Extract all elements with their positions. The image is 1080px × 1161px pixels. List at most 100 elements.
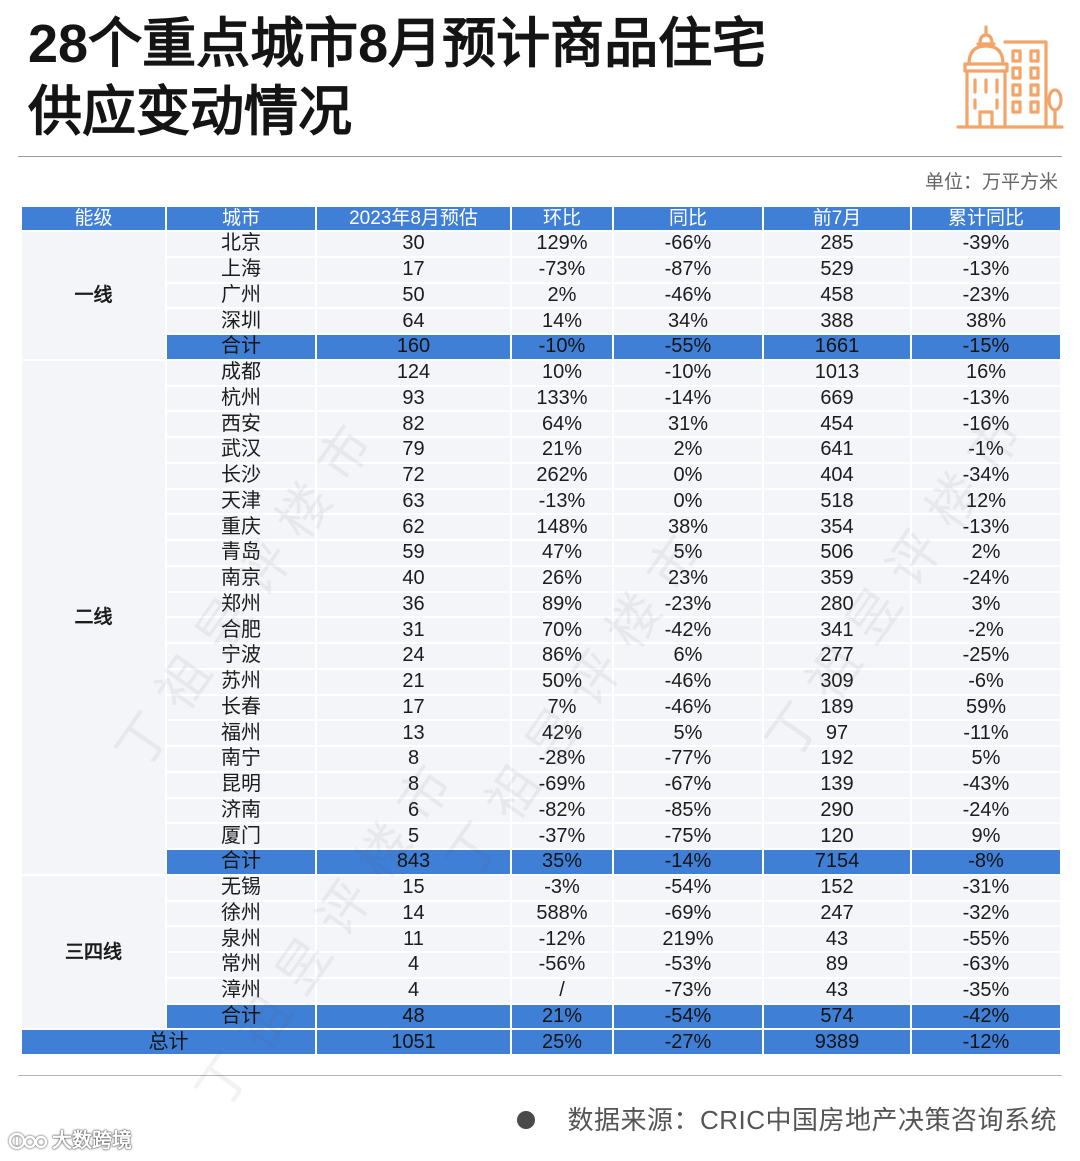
cell-yoy: -75%: [612, 822, 764, 850]
cell-aug-2023-estimate: 82: [315, 410, 512, 438]
cell-cumulative-yoy: -13%: [910, 255, 1062, 284]
cell-yoy: -73%: [612, 976, 764, 1005]
page-title: 28个重点城市8月预计商品住宅 供应变动情况: [28, 10, 766, 146]
cell-city: 福州: [165, 719, 317, 747]
cell-city: 昆明: [165, 770, 317, 799]
cell-mom: -28%: [510, 745, 614, 773]
cell-cumulative-yoy: -1%: [910, 436, 1062, 464]
cell-aug-2023-estimate: 24: [315, 642, 512, 670]
cell-city: 重庆: [165, 513, 317, 541]
subtotal-cumulative-yoy: -42%: [910, 1002, 1062, 1031]
cell-first-7-months: 189: [762, 693, 912, 722]
cell-aug-2023-estimate: 64: [315, 307, 512, 335]
cell-yoy: -69%: [612, 899, 764, 928]
cell-aug-2023-estimate: 79: [315, 436, 512, 464]
cell-first-7-months: 518: [762, 487, 912, 516]
cell-first-7-months: 1013: [762, 358, 912, 387]
cell-mom: 89%: [510, 590, 614, 619]
cell-city: 长沙: [165, 461, 317, 490]
office-building-shape: [1003, 40, 1048, 129]
cell-city: 漳州: [165, 976, 317, 1005]
cell-aug-2023-estimate: 17: [315, 255, 512, 284]
cell-mom: 148%: [510, 513, 614, 541]
subtotal-row: 合计 160 -10% -55% 1661 -15%: [21, 333, 1062, 361]
cell-yoy: 23%: [612, 564, 764, 593]
table-row: 苏州 21 50% -46% 309 -6%: [21, 667, 1062, 696]
column-header-tier: 能级: [20, 205, 167, 232]
cell-cumulative-yoy: -55%: [910, 925, 1062, 953]
table-row: 青岛 59 47% 5% 506 2%: [21, 539, 1062, 567]
cell-yoy: 31%: [612, 410, 764, 438]
cell-first-7-months: 309: [762, 667, 912, 696]
cell-aug-2023-estimate: 13: [315, 719, 512, 747]
cell-cumulative-yoy: -35%: [910, 976, 1062, 1005]
cell-cumulative-yoy: 5%: [910, 745, 1062, 773]
brand-logo-text: 大数跨境: [52, 1130, 132, 1152]
subtotal-first-7-months: 574: [762, 1002, 912, 1031]
cell-first-7-months: 43: [762, 976, 912, 1005]
cell-mom: 64%: [510, 410, 614, 438]
subtotal-cumulative-yoy: -15%: [910, 333, 1062, 361]
cell-yoy: -54%: [612, 873, 764, 902]
cell-mom: 14%: [510, 307, 614, 335]
cell-aug-2023-estimate: 40: [315, 564, 512, 593]
cell-cumulative-yoy: -34%: [910, 461, 1062, 490]
subtotal-yoy: -55%: [612, 333, 764, 361]
cell-cumulative-yoy: -31%: [910, 873, 1062, 902]
cell-mom: -56%: [510, 951, 614, 979]
cell-cumulative-yoy: 9%: [910, 822, 1062, 850]
cell-city: 苏州: [165, 667, 317, 696]
table-row: 济南 6 -82% -85% 290 -24%: [21, 796, 1062, 825]
cell-first-7-months: 97: [762, 719, 912, 747]
subtotal-cumulative-yoy: -8%: [910, 848, 1062, 876]
cell-mom: 2%: [510, 281, 614, 310]
cell-city: 徐州: [165, 899, 317, 928]
cell-yoy: -14%: [612, 384, 764, 413]
cell-yoy: -85%: [612, 796, 764, 825]
cell-mom: -73%: [510, 255, 614, 284]
table-row: 徐州 14 588% -69% 247 -32%: [21, 899, 1062, 928]
cell-cumulative-yoy: 38%: [910, 307, 1062, 335]
subtotal-label: 合计: [165, 333, 317, 361]
cell-first-7-months: 359: [762, 564, 912, 593]
subtotal-aug-2023-estimate: 160: [315, 333, 512, 361]
total-yoy: -27%: [612, 1028, 764, 1056]
cell-mom: -3%: [510, 873, 614, 902]
cell-cumulative-yoy: 2%: [910, 539, 1062, 567]
cell-cumulative-yoy: -13%: [910, 384, 1062, 413]
table-header: 能级 城市 2023年8月预估 环比 同比 前7月 累计同比: [20, 205, 1062, 232]
cell-cumulative-yoy: -43%: [910, 770, 1062, 799]
cell-cumulative-yoy: -11%: [910, 719, 1062, 747]
cell-yoy: 5%: [612, 719, 764, 747]
table-body: 一线 北京 30 129% -66% 285 -39% 上海 17 -73% -87% 529 -13%…: [20, 230, 1062, 1056]
cell-yoy: 219%: [612, 925, 764, 953]
cell-first-7-months: 458: [762, 281, 912, 310]
cell-city: 常州: [165, 951, 317, 979]
cell-first-7-months: 354: [762, 513, 912, 541]
cell-cumulative-yoy: -24%: [910, 564, 1062, 593]
cell-city: 青岛: [165, 539, 317, 567]
cell-aug-2023-estimate: 6: [315, 796, 512, 825]
table-row: 三四线 无锡 15 -3% -54% 152 -31%: [20, 873, 1062, 1031]
header-row: 能级 城市 2023年8月预估 环比 同比 前7月 累计同比: [20, 205, 1062, 232]
cell-city: 西安: [165, 410, 317, 438]
cell-first-7-months: 280: [762, 590, 912, 619]
tier-label: 三四线: [20, 873, 167, 1031]
cell-city: 北京: [165, 230, 317, 258]
cell-yoy: 34%: [612, 307, 764, 335]
cell-city: 南宁: [165, 745, 317, 773]
column-header-city: 城市: [165, 205, 317, 232]
cell-cumulative-yoy: -25%: [910, 642, 1062, 670]
cell-city: 郑州: [165, 590, 317, 619]
cell-first-7-months: 388: [762, 307, 912, 335]
cell-city: 长春: [165, 693, 317, 722]
cell-mom: 26%: [510, 564, 614, 593]
cell-yoy: -23%: [612, 590, 764, 619]
cell-yoy: -87%: [612, 255, 764, 284]
cell-cumulative-yoy: -23%: [910, 281, 1062, 310]
column-header-mom: 环比: [510, 205, 614, 232]
subtotal-yoy: -14%: [612, 848, 764, 876]
subtotal-row: 合计 843 35% -14% 7154 -8%: [21, 848, 1062, 876]
cell-cumulative-yoy: -24%: [910, 796, 1062, 825]
subtotal-first-7-months: 7154: [762, 848, 912, 876]
